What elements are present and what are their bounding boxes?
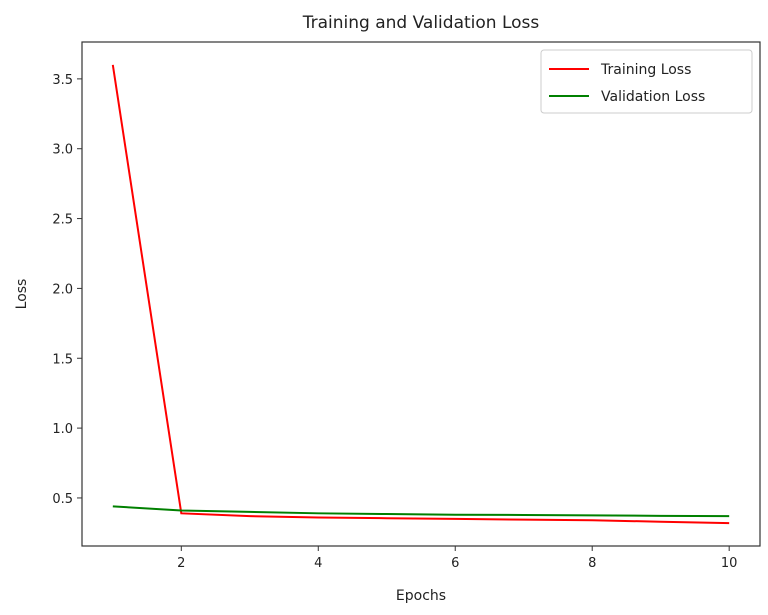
x-tick-label: 2 [177, 556, 185, 571]
legend-label: Training Loss [600, 62, 691, 78]
y-tick-label: 2.0 [52, 282, 73, 297]
series-line-training-loss [113, 65, 729, 523]
y-tick-label: 1.0 [52, 422, 73, 437]
x-tick-label: 4 [314, 556, 322, 571]
y-tick-label: 3.0 [52, 143, 73, 158]
plot-frame [82, 42, 760, 546]
x-tick-label: 6 [451, 556, 459, 571]
legend-label: Validation Loss [601, 89, 705, 105]
y-tick-label: 3.5 [52, 73, 73, 88]
legend: Training Loss Validation Loss [541, 50, 752, 113]
x-axis-label: Epochs [396, 588, 446, 604]
y-axis-label: Loss [14, 279, 30, 310]
y-tick-label: 2.5 [52, 213, 73, 228]
x-tick-label: 8 [588, 556, 596, 571]
chart-title: Training and Validation Loss [302, 13, 540, 33]
y-tick-label: 0.5 [52, 492, 73, 507]
y-tick-label: 1.5 [52, 352, 73, 367]
x-tick-label: 10 [721, 556, 738, 571]
